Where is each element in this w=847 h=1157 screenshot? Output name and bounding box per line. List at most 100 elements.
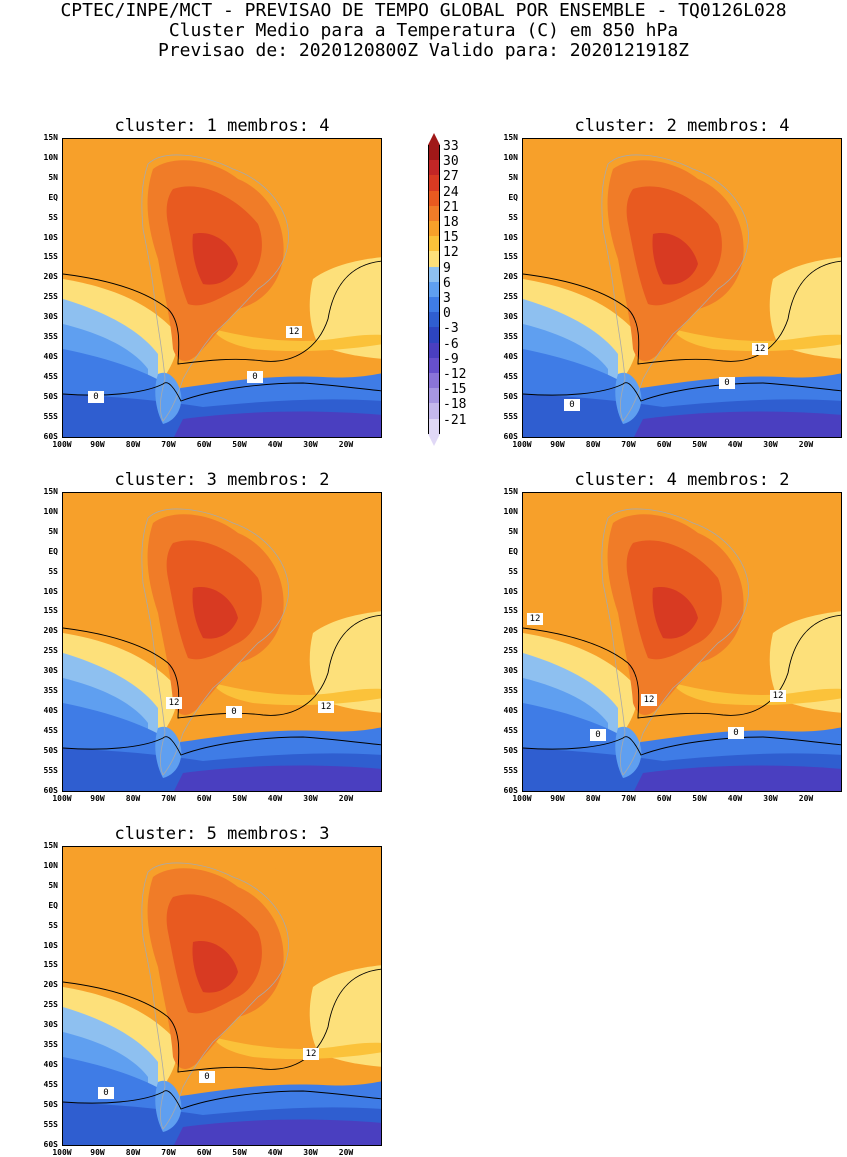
colorbar-swatch [428,190,440,206]
lat-tick-label: 15S [43,606,58,616]
temperature-map [62,846,382,1146]
lat-tick-label: 30S [43,312,58,322]
lon-tick-label: 80W [125,1148,141,1157]
temperature-map [62,138,382,438]
lat-tick-label: 35S [43,332,58,341]
lon-tick-label: 20W [338,440,354,449]
lat-tick-label: 25S [503,292,518,302]
colorbar-swatch [428,327,440,343]
colorbar-swatch [428,373,440,389]
lon-tick-label: 100W [512,794,532,803]
header-line-3: Previsao de: 2020120800Z Valido para: 20… [157,40,689,61]
lat-tick-label: 15S [43,252,58,262]
lat-tick-label: 10S [503,232,518,242]
lon-tick-label: 20W [798,794,814,803]
lat-tick-label: 10N [43,152,58,162]
lon-tick-label: 80W [125,794,141,803]
lat-tick-label: 15N [503,487,518,496]
colorbar-swatch [428,357,440,373]
lat-tick-label: 15N [43,487,58,496]
lat-tick-label: 35S [43,1040,58,1049]
lon-tick-label: 70W [161,1148,176,1157]
lon-tick-label: 50W [692,794,707,803]
colorbar-label: 0 [443,306,451,322]
lon-tick-label: 100W [52,794,72,803]
lon-tick-label: 20W [798,440,814,449]
lon-tick-label: 20W [338,1148,354,1157]
colorbar-label: 9 [443,260,451,276]
lat-tick-label: 5N [48,172,58,182]
lat-tick-label: 45S [503,725,518,735]
colorbar-swatch [428,175,440,191]
lat-tick-label: 55S [43,765,58,775]
colorbar-label: -18 [443,397,467,413]
lon-tick-label: 40W [267,1148,283,1157]
lat-tick-label: 20S [43,626,58,636]
panel-title: cluster: 3 membros: 2 [114,470,330,490]
lat-tick-label: 60S [43,785,58,795]
lat-tick-label: 45S [503,371,518,381]
header-line-1: CPTEC/INPE/MCT - PREVISAO DE TEMPO GLOBA… [60,0,787,21]
lon-tick-label: 50W [232,440,247,449]
map-panel-cluster-3: cluster: 3 membros: 2 15N 10N 5N EQ 5S 10S 15S 2… [44,470,392,803]
lat-tick-label: 5N [508,526,518,536]
lat-tick-label: 55S [43,411,58,421]
lon-tick-label: 70W [621,440,636,449]
colorbar-top-arrow [428,133,440,145]
colorbar-swatch [428,236,440,252]
lat-tick-label: 5S [48,212,58,222]
lon-tick-label: 100W [52,1148,72,1157]
colorbar-bottom-arrow [428,433,440,446]
colorbar-label: 24 [443,184,459,200]
colorbar-swatch [428,418,440,434]
colorbar: 33 30 27 24 21 18 15 12 9 6 3 0 -3 -6 -9 -12 -15 -18 -21 [425,133,495,446]
colorbar-label: 33 [443,139,459,154]
lat-tick-label: 10N [503,506,518,516]
lat-tick-label: 5S [508,212,518,222]
contour-label: 12 [527,613,543,625]
lat-tick-label: 35S [43,686,58,695]
lat-tick-label: 40S [43,351,58,361]
lon-tick-label: 40W [267,794,283,803]
lon-tick-label: 100W [52,440,72,449]
lat-tick-label: 30S [503,312,518,322]
colorbar-swatch [428,312,440,328]
contour-label: 0 [564,399,580,411]
lat-tick-label: 55S [43,1119,58,1129]
lon-tick-label: 60W [196,1148,212,1157]
lat-tick-label: 45S [43,1079,58,1089]
lon-tick-label: 80W [585,794,601,803]
lat-tick-label: 10S [43,586,58,596]
lat-tick-label: 5N [48,526,58,536]
contour-label: 0 [719,377,735,389]
lon-tick-label: 70W [161,794,176,803]
colorbar-swatch [428,266,440,282]
lat-tick-label: 5S [508,566,518,576]
lat-tick-label: 45S [43,371,58,381]
lat-tick-label: 30S [43,1020,58,1030]
lat-tick-label: 15S [503,606,518,616]
lat-tick-label: 20S [43,980,58,990]
colorbar-swatch [428,388,440,404]
lon-tick-label: 40W [267,440,283,449]
lon-tick-label: 30W [303,440,318,449]
lon-tick-label: 80W [585,440,601,449]
lon-tick-label: 60W [656,440,672,449]
lat-tick-label: 40S [503,351,518,361]
contour-label: 0 [88,391,104,403]
lat-tick-label: 60S [503,431,518,441]
colorbar-label: 30 [443,154,459,170]
temperature-map [522,138,842,438]
contour-label: 12 [752,343,768,355]
lat-tick-label: 50S [43,391,58,401]
contour-label: 12 [641,694,657,706]
lon-tick-label: 60W [196,794,212,803]
lat-tick-label: 25S [43,1000,58,1010]
lat-tick-label: 5S [48,566,58,576]
map-panel-cluster-2: cluster: 2 membros: 4 15N 10N 5N EQ 5S 10S 15S 2… [504,116,847,449]
lon-tick-label: 90W [90,794,105,803]
lat-tick-label: 60S [43,431,58,441]
lat-tick-label: 10N [43,506,58,516]
panel-title: cluster: 5 membros: 3 [114,824,330,844]
colorbar-label: 27 [443,169,459,185]
